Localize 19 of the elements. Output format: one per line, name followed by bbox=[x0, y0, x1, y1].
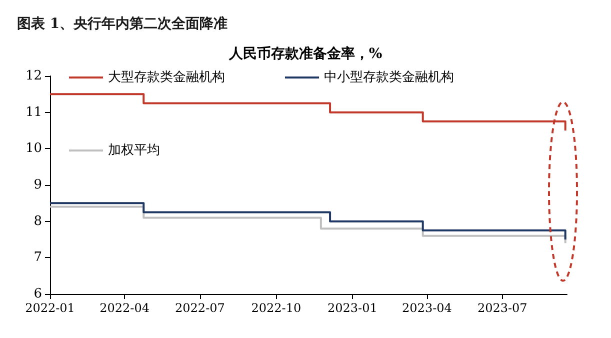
chart-subtitle: 人民币存款准备金率，% bbox=[228, 45, 382, 62]
y-tick-label: 12 bbox=[25, 68, 42, 84]
x-tick-label: 2023-01 bbox=[327, 301, 378, 315]
legend-label: 中小型存款类金融机构 bbox=[324, 70, 454, 85]
y-tick-label: 9 bbox=[34, 178, 42, 192]
chart-title: 图表 1、央行年内第二次全面降准 bbox=[17, 16, 228, 32]
x-tick-label: 2022-10 bbox=[251, 301, 302, 315]
legend-label: 大型存款类金融机构 bbox=[108, 70, 225, 85]
x-tick-label: 2022-04 bbox=[100, 301, 150, 315]
y-tick-label: 7 bbox=[34, 250, 42, 266]
y-tick-label: 10 bbox=[25, 141, 42, 156]
y-tick-label: 11 bbox=[25, 104, 42, 120]
y-tick-label: 8 bbox=[34, 214, 42, 229]
legend-label: 加权平均 bbox=[108, 143, 160, 158]
x-tick-label: 2023-07 bbox=[477, 301, 528, 315]
x-tick-label: 2023-04 bbox=[402, 301, 452, 315]
x-tick-label: 2022-01 bbox=[25, 301, 75, 315]
x-tick-label: 2022-07 bbox=[175, 301, 225, 315]
y-tick-label: 6 bbox=[34, 286, 42, 302]
